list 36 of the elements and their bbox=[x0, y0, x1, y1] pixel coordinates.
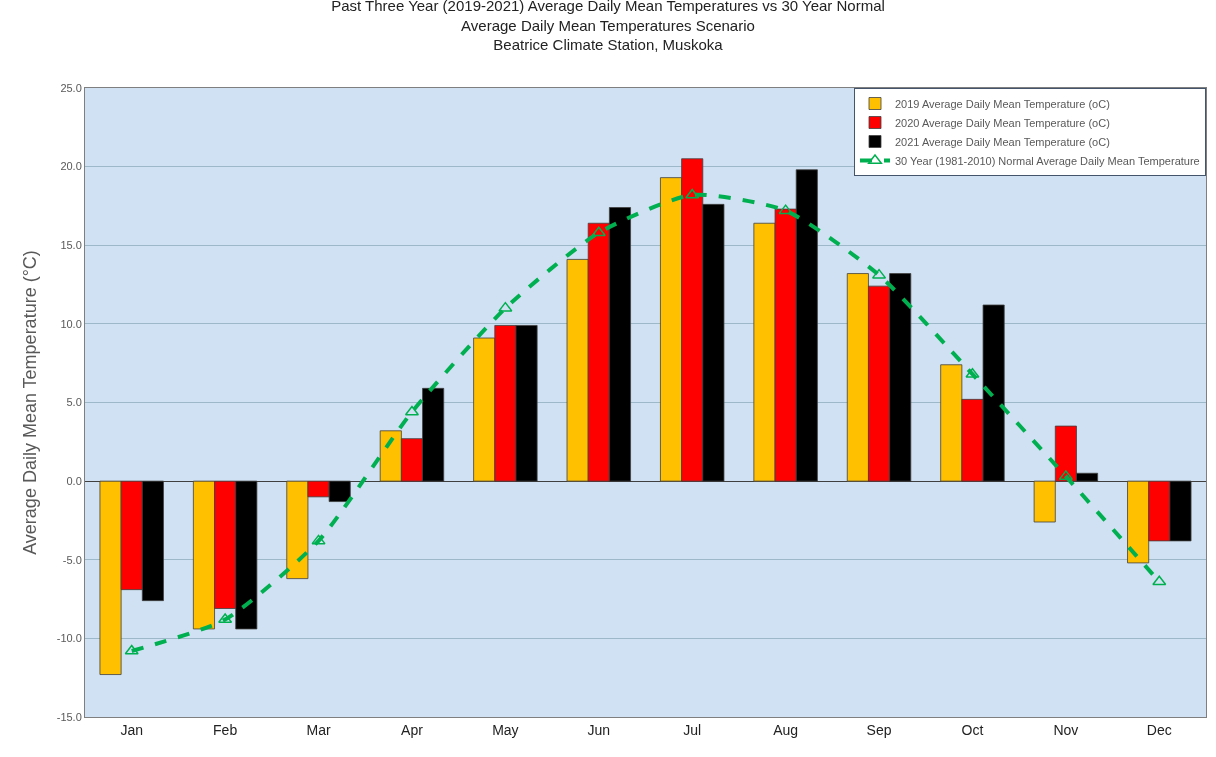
y-tick-label: -10.0 bbox=[56, 632, 82, 645]
y-tick-label: -15.0 bbox=[56, 710, 82, 723]
point bbox=[778, 204, 793, 215]
chart-title: Past Three Year (2019-2021) Average Daily Mean Temperatures vs 30 Year Normal Average Daily Mean Temperatures Scenario Beatrice Climate Station, Muskoka bbox=[331, 0, 885, 54]
x-tick-label: Dec bbox=[1146, 721, 1172, 738]
point bbox=[685, 188, 700, 199]
y-tick-label: 10.0 bbox=[60, 317, 82, 330]
point bbox=[311, 534, 326, 545]
y-axis-title: Average Daily Mean Temperature (°C) bbox=[19, 250, 40, 555]
x-tick-label: Apr bbox=[401, 721, 424, 738]
x-tick-label: Nov bbox=[1053, 721, 1079, 738]
y-tick-label: 5.0 bbox=[66, 396, 82, 409]
point bbox=[218, 613, 233, 624]
x-tick-label: Aug bbox=[773, 721, 799, 738]
point bbox=[498, 301, 513, 312]
point bbox=[591, 226, 606, 237]
x-tick-label: Oct bbox=[961, 721, 984, 738]
y-tick-label: -5.0 bbox=[62, 553, 82, 566]
x-tick-label: Feb bbox=[213, 721, 238, 738]
point bbox=[1152, 575, 1167, 586]
legend-label: 30 Year (1981-2010) Normal Average Daily Mean Temperature bbox=[895, 154, 1200, 167]
point bbox=[965, 367, 980, 378]
y-tick-label: 25.0 bbox=[60, 81, 82, 94]
y-tick-label: 15.0 bbox=[60, 239, 82, 252]
point bbox=[124, 644, 139, 655]
x-tick-label: Sep bbox=[866, 721, 892, 738]
y-tick-label: 20.0 bbox=[60, 160, 82, 173]
x-tick-label: Jan bbox=[120, 721, 143, 738]
y-tick-label: 0.0 bbox=[66, 474, 82, 487]
legend-label: 2019 Average Daily Mean Temperature (oC) bbox=[895, 97, 1110, 110]
legend-label: 2020 Average Daily Mean Temperature (oC) bbox=[895, 116, 1110, 129]
legend-label: 2021 Average Daily Mean Temperature (oC) bbox=[895, 135, 1110, 148]
x-tick-label: Jul bbox=[683, 721, 702, 738]
x-tick-label: Mar bbox=[306, 721, 331, 738]
x-tick-label: May bbox=[492, 721, 519, 738]
x-tick-label: Jun bbox=[587, 721, 611, 738]
